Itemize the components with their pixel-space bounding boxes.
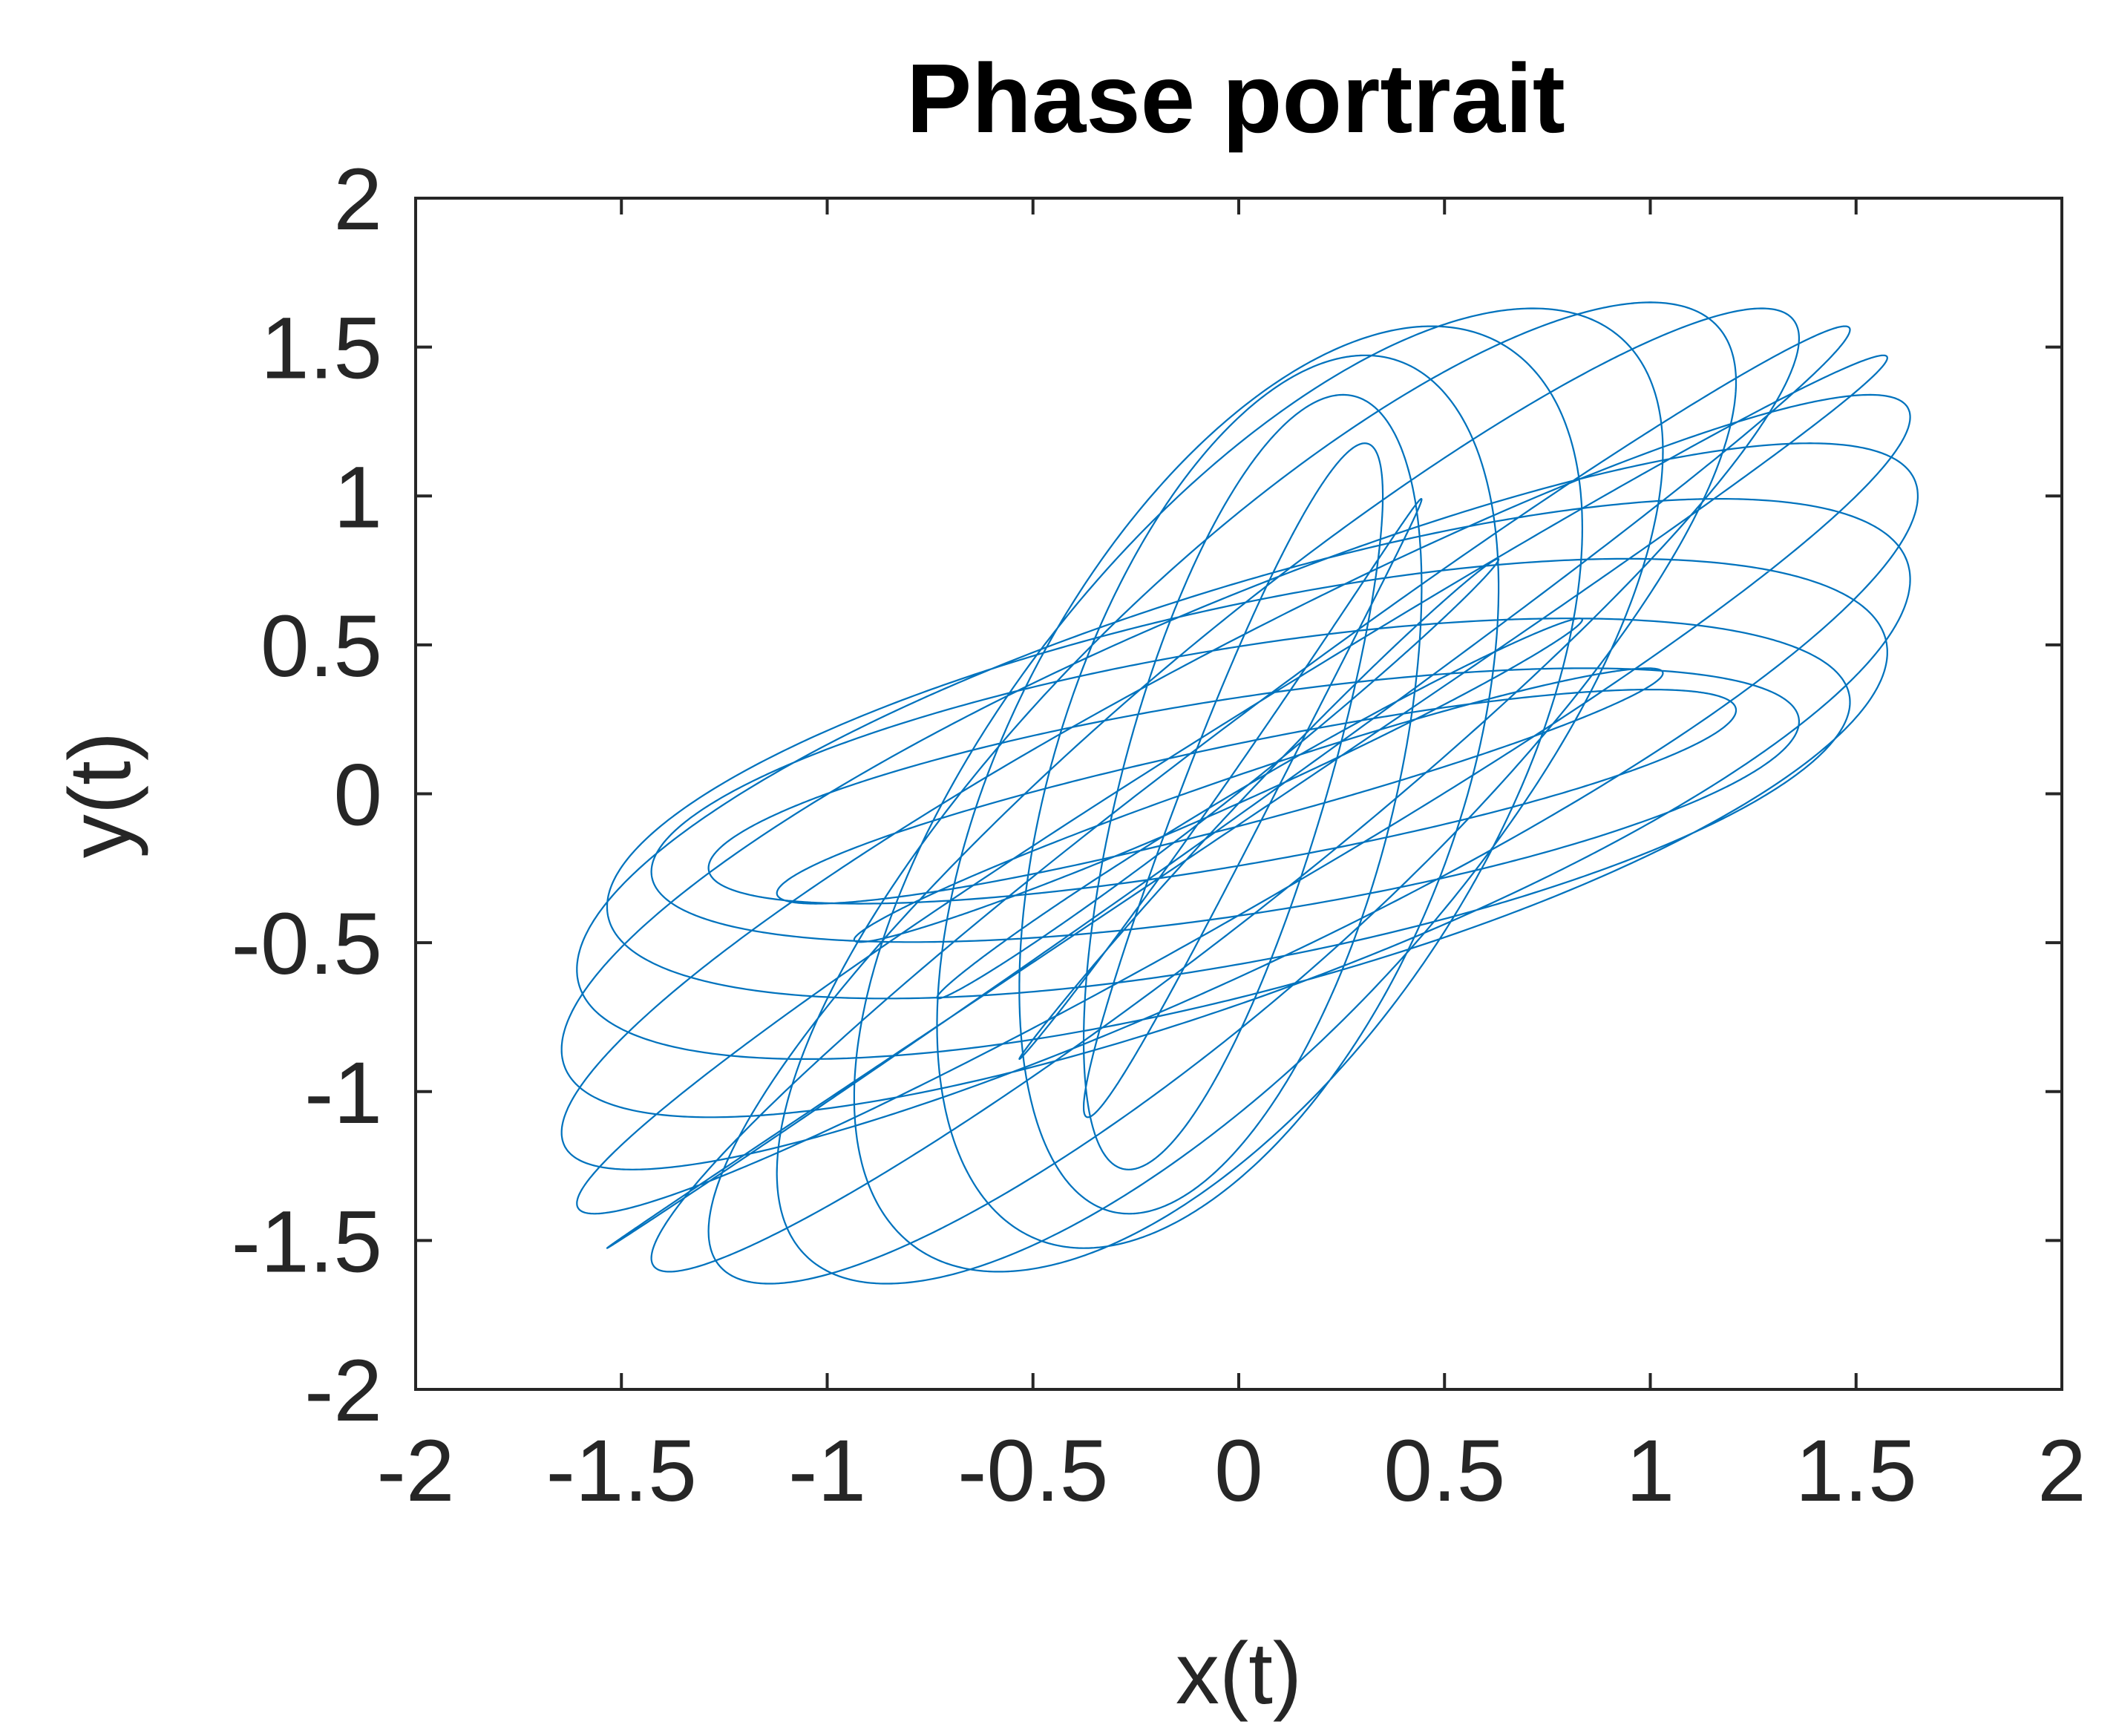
y-tick-label: -2 <box>304 1342 382 1440</box>
x-tick-label: 1.5 <box>1795 1422 1917 1520</box>
y-tick-label: 0 <box>333 747 382 845</box>
x-tick-label: -1 <box>788 1422 866 1520</box>
y-tick-label: -0.5 <box>232 895 382 993</box>
y-tick-label: 1 <box>333 448 382 546</box>
x-tick-label: -0.5 <box>957 1422 1108 1520</box>
y-axis-ticks: -2 -1.5 -1 -0.5 0 0.5 1 1.5 2 <box>232 151 2062 1440</box>
y-tick-label: 1.5 <box>261 300 382 398</box>
x-tick-label: 1 <box>1626 1422 1675 1520</box>
y-tick-label: -1.5 <box>232 1193 382 1291</box>
y-tick-label: 2 <box>333 151 382 249</box>
x-tick-label: -2 <box>377 1422 455 1520</box>
y-tick-label: 0.5 <box>261 597 382 695</box>
trajectory-series <box>560 301 1919 1285</box>
x-axis-label: x(t) <box>1176 1625 1302 1723</box>
plot-area <box>414 197 2063 1391</box>
y-axis-label: y(t) <box>51 732 149 858</box>
x-tick-label: 0 <box>1214 1422 1263 1520</box>
chart-title: Phase portrait <box>906 44 1565 153</box>
trajectory-line <box>560 301 1919 1285</box>
y-tick-label: -1 <box>304 1044 382 1142</box>
x-tick-label: 0.5 <box>1383 1422 1505 1520</box>
x-tick-label: 2 <box>2037 1422 2086 1520</box>
x-axis-ticks: -2 -1.5 -1 -0.5 0 0.5 1 1.5 2 <box>377 198 2086 1520</box>
x-tick-label: -1.5 <box>546 1422 697 1520</box>
